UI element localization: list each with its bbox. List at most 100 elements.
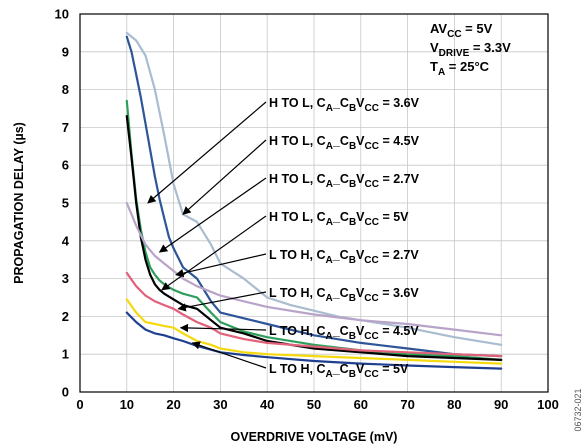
x-tick-label: 50 <box>307 397 321 412</box>
label-text: V <box>356 286 365 300</box>
label-pointer-arrow <box>182 139 267 215</box>
x-tick-label: 40 <box>260 397 274 412</box>
label-text: V <box>356 324 365 338</box>
y-tick-label: 9 <box>62 44 69 59</box>
label-subscript: CC <box>365 179 379 190</box>
series-line <box>125 271 503 358</box>
condition-value: = 25°C <box>445 59 489 74</box>
label-subscript: A <box>326 331 333 342</box>
condition-text: TA = 25°C <box>430 59 490 78</box>
label-text: = 3.6V <box>379 286 420 300</box>
label-text: H TO L, C <box>269 96 326 110</box>
label-text: L TO H, C <box>269 248 326 262</box>
series-line <box>125 298 503 365</box>
y-tick-label: 0 <box>62 385 69 400</box>
label-text: _C <box>332 286 349 300</box>
y-tick-label: 4 <box>62 233 70 248</box>
label-subscript: A <box>326 141 333 152</box>
label-text: _C <box>332 362 349 376</box>
label-text: _C <box>332 248 349 262</box>
label-subscript: CC <box>365 141 379 152</box>
label-pointer-arrow <box>161 215 267 291</box>
series-label: L TO H, CA_CBVCC = 5V <box>269 362 409 380</box>
label-text: V <box>356 362 365 376</box>
x-tick-label: 90 <box>494 397 508 412</box>
y-tick-label: 6 <box>62 158 69 173</box>
x-tick-label: 70 <box>400 397 414 412</box>
x-tick-label: 60 <box>354 397 368 412</box>
y-tick-label: 7 <box>62 120 69 135</box>
series-label: L TO H, CA_CBVCC = 4.5V <box>269 324 419 342</box>
series-label: H TO L, CA_CBVCC = 3.6V <box>269 96 420 114</box>
label-text: _C <box>332 210 349 224</box>
label-text: L TO H, C <box>269 286 326 300</box>
plot-frame <box>79 13 549 393</box>
condition-value: = 5V <box>462 21 493 36</box>
label-pointer-arrow <box>191 341 267 369</box>
x-tick-label: 20 <box>166 397 180 412</box>
label-text: = 2.7V <box>379 172 420 186</box>
condition-subscript: DRIVE <box>439 48 470 59</box>
label-subscript: A <box>326 369 333 380</box>
label-pointer-arrow <box>177 291 267 312</box>
label-pointer-arrow <box>179 323 267 333</box>
y-tick-label: 2 <box>62 309 69 324</box>
condition-base: AV <box>430 21 447 36</box>
label-text: = 4.5V <box>379 324 420 338</box>
label-text: = 5V <box>379 210 409 224</box>
series-label: L TO H, CA_CBVCC = 3.6V <box>269 286 419 304</box>
series-line <box>125 201 503 337</box>
label-subscript: B <box>349 369 356 380</box>
label-pointer-arrow <box>175 253 267 278</box>
series-label: H TO L, CA_CBVCC = 2.7V <box>269 172 420 190</box>
label-subscript: CC <box>365 103 379 114</box>
label-subscript: CC <box>365 217 379 228</box>
condition-base: T <box>430 59 438 74</box>
y-tick-label: 3 <box>62 271 69 286</box>
label-subscript: CC <box>364 331 378 342</box>
label-text: H TO L, C <box>269 210 326 224</box>
label-subscript: A <box>326 217 333 228</box>
label-subscript: A <box>326 179 333 190</box>
legend-pointers <box>147 101 267 369</box>
label-subscript: B <box>349 103 356 114</box>
label-subscript: B <box>349 141 356 152</box>
label-subscript: B <box>349 179 356 190</box>
label-subscript: A <box>326 103 333 114</box>
x-tick-label: 30 <box>213 397 227 412</box>
y-axis-title: PROPAGATION DELAY (µs) <box>12 122 26 284</box>
label-subscript: A <box>326 293 333 304</box>
x-tick-label: 80 <box>447 397 461 412</box>
figure-id: 06732-021 <box>573 388 583 431</box>
label-text: = 4.5V <box>379 134 420 148</box>
x-axis-title: OVERDRIVE VOLTAGE (mV) <box>231 430 398 444</box>
x-tick-label: 10 <box>120 397 134 412</box>
label-subscript: CC <box>364 293 378 304</box>
y-tick-label: 1 <box>62 347 69 362</box>
label-text: _C <box>332 134 349 148</box>
label-subscript: B <box>349 255 356 266</box>
label-text: L TO H, C <box>269 324 326 338</box>
x-tick-label: 100 <box>537 397 559 412</box>
condition-subscript: CC <box>447 29 461 40</box>
label-text: = 2.7V <box>379 248 420 262</box>
label-subscript: CC <box>364 255 378 266</box>
condition-base: V <box>430 40 439 55</box>
label-text: _C <box>332 172 349 186</box>
condition-text: AVCC = 5V <box>430 21 493 40</box>
condition-subscript: A <box>438 67 445 78</box>
condition-value: = 3.3V <box>469 40 511 55</box>
label-pointer-arrow <box>147 101 267 204</box>
label-subscript: CC <box>364 369 378 380</box>
label-text: V <box>356 210 365 224</box>
series-label: H TO L, CA_CBVCC = 4.5V <box>269 134 420 152</box>
condition-text: VDRIVE = 3.3V <box>430 40 511 59</box>
series-label: H TO L, CA_CBVCC = 5V <box>269 210 409 228</box>
y-tick-label: 10 <box>55 7 69 22</box>
label-text: V <box>356 134 365 148</box>
label-text: V <box>356 248 365 262</box>
y-tick-label: 5 <box>62 196 69 211</box>
series-label: L TO H, CA_CBVCC = 2.7V <box>269 248 419 266</box>
